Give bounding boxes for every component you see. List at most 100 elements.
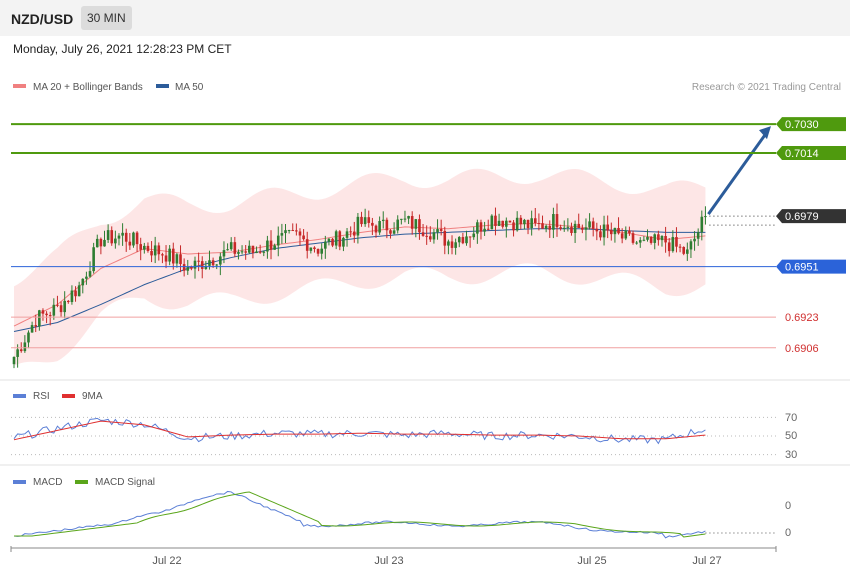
support-label: 0.6923 [785,312,819,324]
candle-body [157,245,161,255]
candle-body [381,219,385,222]
candle-body [276,235,280,246]
candle-body [505,220,508,227]
x-tick-label: Jul 22 [152,555,181,567]
candle-body [237,252,240,254]
x-tick-label: Jul 27 [692,555,721,567]
candle-body [407,216,410,219]
candle-body [352,231,356,236]
candle-body [280,233,284,236]
candle-body [682,247,685,254]
candle-body [591,221,595,229]
candle-body [613,227,617,235]
candle-body [704,216,707,218]
candle-body [74,290,77,297]
timeframe-button[interactable]: 30 MIN [81,6,132,30]
candle-body [461,237,465,244]
candle-body [229,242,233,250]
x-tick-label: Jul 25 [577,555,606,567]
candle-body [258,251,262,253]
bollinger-band [14,168,706,366]
candle-body [262,251,266,253]
candle-body [233,242,237,254]
candle-body [588,221,591,228]
candle-body [418,219,421,233]
candle-body [566,226,570,228]
resistance-label: 0.7014 [785,148,819,160]
candle-body [110,230,114,244]
legend-swatch-ma20 [13,84,26,88]
candle-body [59,305,63,313]
candle-body [439,229,443,231]
candle-body [617,227,620,234]
candle-body [146,245,150,252]
candle-body [476,222,479,234]
candle-body [497,220,501,226]
ma50-line [13,228,706,333]
candle-body [106,230,110,240]
candle-body [631,233,635,243]
candle-body [392,230,396,234]
candle-body [501,220,504,227]
candle-body [197,260,200,262]
candle-body [269,240,273,250]
ma20-line [13,222,706,327]
candle-body [284,230,287,234]
candle-body [324,241,327,249]
candle-body [85,276,88,279]
candle-body [483,228,486,232]
candle-body [581,228,584,230]
symbol-label: NZD/USD [11,11,74,27]
candle-body [164,255,168,262]
candle-body [114,238,117,244]
candle-body [356,216,360,236]
legend-label-macd-signal: MACD Signal [95,477,155,488]
candle-body [635,242,638,244]
candle-body [657,234,660,241]
candle-body [208,260,211,266]
candle-body [186,266,190,271]
candle-body [316,249,320,254]
price-plot [12,126,771,369]
candle-body [295,230,298,232]
candle-body [664,235,667,243]
candle-body [533,218,537,223]
legend-label-9ma: 9MA [82,391,103,402]
legend-swatch-macd [13,480,26,484]
candle-body [638,240,642,243]
candle-body [150,251,153,256]
macd-signal-line [14,491,706,538]
candle-body [490,215,494,230]
candle-body [385,219,389,231]
candle-body [182,264,186,271]
candle-body [12,356,16,365]
candle-body [396,219,400,231]
candle-body [190,266,193,269]
legend-label-macd: MACD [33,477,62,488]
candle-body [570,226,573,233]
candle-body [193,260,197,269]
candle-body [646,236,649,240]
candle-body [128,241,132,246]
candle-body [135,232,139,245]
candle-body [675,237,678,247]
candle-body [313,247,316,250]
candle-body [671,237,675,252]
candle-body [171,248,175,264]
candle-body [117,235,121,239]
candle-body [421,232,425,236]
rsi-tick-70: 70 [785,412,797,424]
legend-label-rsi: RSI [33,391,50,402]
candle-body [103,239,106,247]
candle-body [523,219,526,225]
candle-body [52,304,56,316]
candle-body [468,236,472,238]
candle-body [168,248,171,262]
candle-body [338,231,342,247]
legend-swatch-ma50 [156,84,169,88]
support-label: 0.6906 [785,343,819,355]
macd-tick-lower: 0 [785,527,791,539]
candle-body [92,247,95,272]
candle-body [519,217,523,225]
candle-body [240,251,244,253]
